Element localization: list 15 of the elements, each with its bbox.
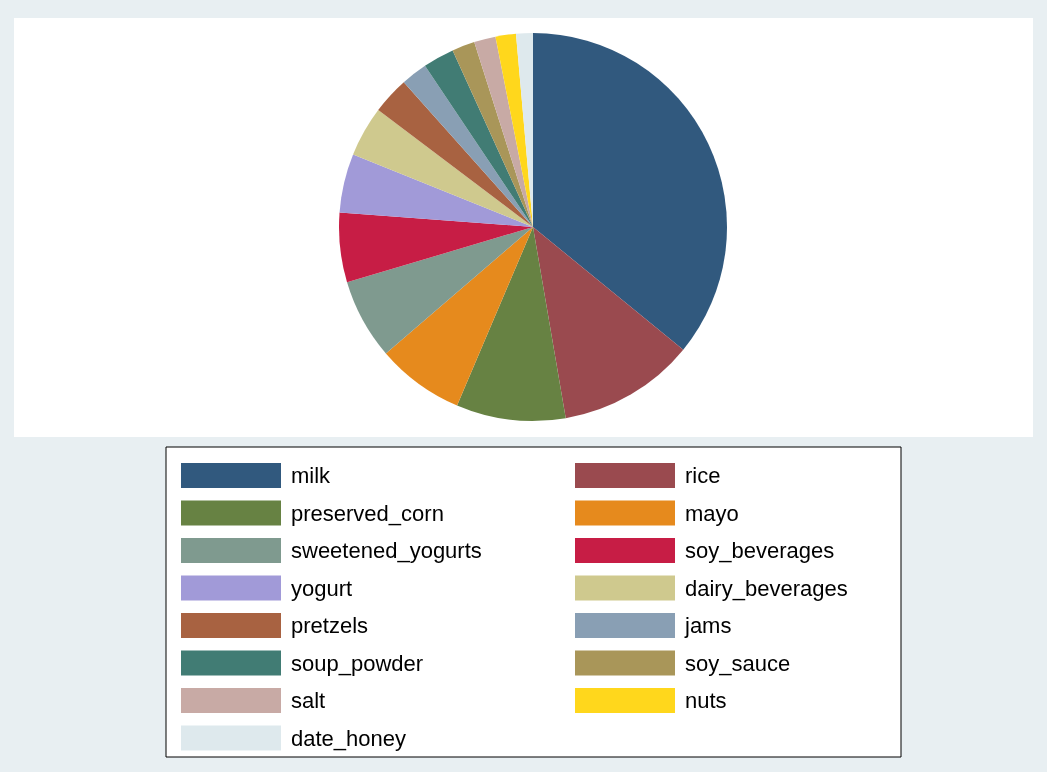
legend-label: date_honey <box>291 725 406 751</box>
legend-label: dairy_beverages <box>685 575 848 601</box>
legend-label: nuts <box>685 688 727 713</box>
legend-label: soy_sauce <box>685 650 791 676</box>
legend-label: pretzels <box>291 613 369 638</box>
legend-label: soy_beverages <box>685 538 835 563</box>
legend-label: yogurt <box>291 575 353 601</box>
legend-label: salt <box>291 688 326 713</box>
legend-label: jams <box>684 613 732 638</box>
legend-label: preserved_corn <box>291 500 444 526</box>
legend-label: milk <box>291 463 332 488</box>
legend-label: soup_powder <box>291 650 424 676</box>
legend-label: sweetened_yogurts <box>291 538 482 563</box>
legend-label: mayo <box>685 500 739 526</box>
legend-label: rice <box>685 463 721 488</box>
